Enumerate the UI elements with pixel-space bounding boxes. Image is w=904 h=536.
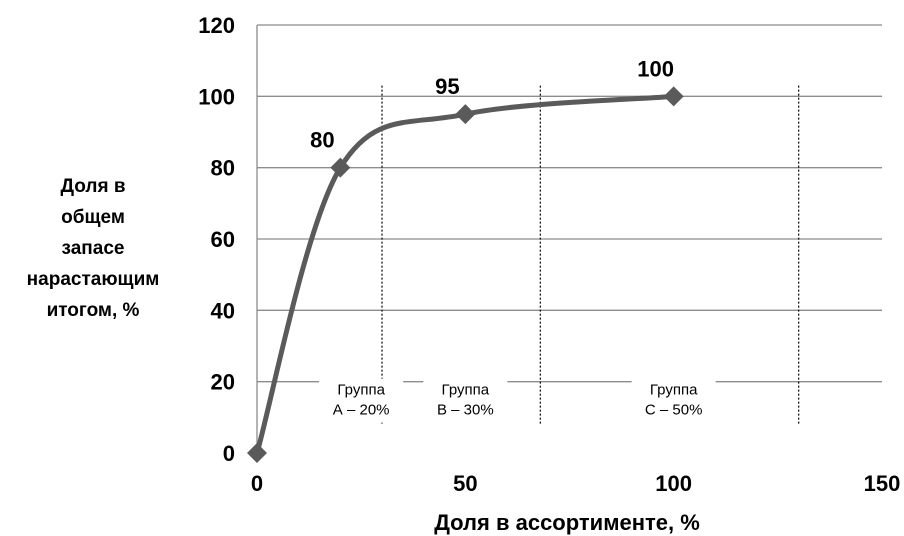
x-tick-0: 0	[251, 471, 263, 496]
y-axis-title-line-2: общем	[61, 207, 125, 228]
y-axis-title-line-5: итогом, %	[47, 300, 140, 321]
group-label-3-line-2: С – 50%	[645, 402, 703, 419]
separator-layer	[381, 85, 800, 425]
data-point-0	[247, 443, 267, 463]
group-label-bg-1	[319, 378, 404, 423]
group-labels: Группа А – 20% Группа В – 30% Группа С – 50%	[319, 378, 716, 423]
x-axis-title: Доля в ассортименте, %	[434, 510, 700, 535]
tick-labels: 0 20 40 60 80 100 120 0 50 100 150	[198, 13, 900, 496]
x-tick-50: 50	[453, 471, 477, 496]
series-line	[254, 93, 677, 456]
data-label-50: 95	[435, 74, 459, 99]
y-axis-title-line-1: Доля в	[60, 176, 125, 197]
series-layer: 80 95 100	[247, 56, 684, 463]
group-label-1-line-1: Группа	[337, 382, 385, 399]
data-point-100	[663, 86, 684, 107]
group-label-bg-2	[423, 378, 508, 423]
data-label-100: 100	[637, 56, 674, 81]
y-tick-0: 0	[223, 441, 235, 466]
y-tick-40: 40	[211, 298, 235, 323]
group-label-2-line-2: В – 30%	[437, 402, 494, 419]
y-tick-60: 60	[211, 227, 235, 252]
y-tick-120: 120	[198, 13, 235, 38]
x-tick-100: 100	[655, 471, 692, 496]
y-axis-title-line-3: запасе	[62, 238, 125, 259]
y-tick-20: 20	[211, 370, 235, 395]
group-label-1-line-2: А – 20%	[333, 402, 390, 419]
grid-layer	[256, 24, 882, 453]
group-label-3-line-1: Группа	[650, 382, 698, 399]
group-label-bg-3	[631, 378, 716, 423]
group-label-2-line-1: Группа	[442, 382, 490, 399]
y-axis-title-line-4: нарастающим	[27, 269, 160, 290]
y-tick-80: 80	[211, 156, 235, 181]
data-point-50	[455, 104, 476, 125]
data-point-20	[330, 157, 351, 178]
x-tick-150: 150	[864, 471, 901, 496]
y-tick-100: 100	[198, 84, 235, 109]
data-label-20: 80	[310, 128, 334, 153]
y-axis-title: Доля в общем запасе нарастающим итогом, %	[27, 176, 160, 321]
